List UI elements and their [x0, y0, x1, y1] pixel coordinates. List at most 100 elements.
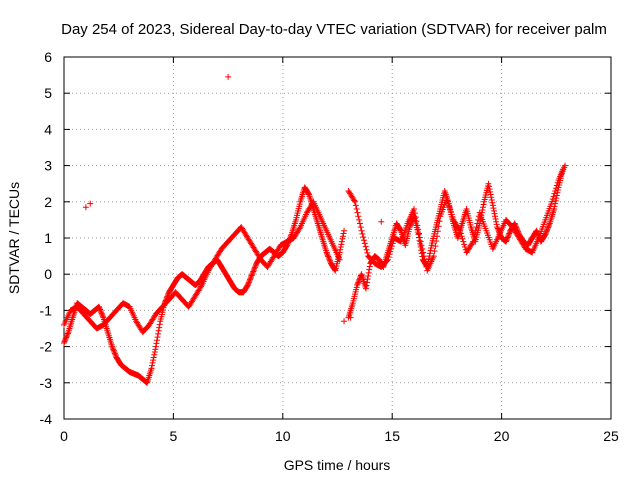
data-point — [365, 269, 372, 276]
data-point — [354, 280, 361, 287]
data-point — [225, 73, 232, 80]
data-point — [362, 285, 369, 292]
data-point — [505, 231, 512, 238]
data-point — [491, 210, 498, 217]
data-point — [110, 346, 117, 353]
data-points — [61, 73, 569, 386]
data-point — [323, 249, 330, 256]
data-point — [155, 330, 162, 337]
data-point — [356, 220, 363, 227]
data-point — [326, 256, 333, 263]
data-point — [64, 331, 71, 338]
series-trace-c — [345, 166, 566, 321]
data-point — [505, 233, 512, 240]
data-point — [493, 221, 500, 228]
data-point — [149, 359, 156, 366]
y-tick-label: 6 — [44, 49, 52, 65]
data-point — [340, 230, 347, 237]
y-axis-label: SDTVAR / TECUs — [6, 182, 22, 294]
data-point — [490, 207, 497, 214]
data-point — [488, 196, 495, 203]
data-point — [246, 276, 253, 283]
data-point — [245, 280, 252, 287]
data-point — [99, 313, 106, 320]
data-point — [413, 218, 420, 225]
data-point — [156, 321, 163, 328]
y-tick-label: 2 — [44, 194, 52, 210]
data-point — [325, 254, 332, 261]
data-point — [489, 199, 496, 206]
data-point — [384, 256, 391, 263]
data-point — [485, 180, 492, 187]
data-point — [480, 204, 487, 211]
series-isolated-points — [82, 73, 385, 325]
series-trace-d — [345, 162, 569, 274]
data-point — [433, 238, 440, 245]
data-point — [324, 250, 331, 257]
data-point — [488, 194, 495, 201]
data-point — [352, 202, 359, 209]
data-point — [418, 242, 425, 249]
y-tick-labels: -4 -3 -2 -1 0 1 2 3 4 5 6 — [40, 49, 53, 427]
y-tick-label: 0 — [44, 266, 52, 282]
data-point — [502, 238, 509, 245]
data-point — [339, 233, 346, 240]
data-point — [421, 256, 428, 263]
data-point — [426, 250, 433, 257]
data-point — [492, 215, 499, 222]
data-point — [245, 279, 252, 286]
data-point — [98, 310, 105, 317]
data-point — [251, 264, 258, 271]
data-point — [155, 327, 162, 334]
data-point — [445, 200, 452, 207]
data-point — [96, 305, 103, 312]
data-point — [416, 230, 423, 237]
data-point — [457, 230, 464, 237]
data-point — [151, 351, 158, 358]
data-point — [354, 282, 361, 289]
y-tick-label: -3 — [40, 375, 53, 391]
data-point — [388, 243, 395, 250]
data-point — [149, 362, 156, 369]
data-point — [494, 224, 501, 231]
data-point — [338, 238, 345, 245]
data-point — [339, 235, 346, 242]
data-point — [153, 340, 160, 347]
data-point — [552, 197, 559, 204]
data-point — [386, 251, 393, 258]
data-point — [358, 227, 365, 234]
data-point — [448, 208, 455, 215]
data-point — [347, 314, 354, 321]
data-point — [417, 238, 424, 245]
data-point — [249, 271, 256, 278]
data-point — [387, 248, 394, 255]
data-point — [458, 233, 465, 240]
data-point — [493, 218, 500, 225]
data-point — [544, 227, 551, 234]
data-point — [562, 162, 569, 169]
data-point — [553, 185, 560, 192]
data-point — [154, 334, 161, 341]
data-point — [511, 220, 518, 227]
data-point — [487, 188, 494, 195]
data-point — [420, 253, 427, 260]
data-point — [443, 195, 450, 202]
data-point — [412, 214, 419, 221]
data-point — [326, 257, 333, 264]
data-point — [435, 223, 442, 230]
data-point — [97, 307, 104, 314]
data-point — [444, 197, 451, 204]
data-point — [473, 224, 480, 231]
data-point — [480, 201, 487, 208]
data-point — [544, 225, 551, 232]
data-point — [111, 349, 118, 356]
data-point — [434, 233, 441, 240]
data-point — [492, 213, 499, 220]
data-point — [470, 238, 477, 245]
data-point — [489, 202, 496, 209]
data-point — [356, 216, 363, 223]
y-tick-label: 3 — [44, 158, 52, 174]
x-tick-labels: 0 5 10 15 20 25 — [60, 428, 619, 444]
data-point — [411, 210, 418, 217]
